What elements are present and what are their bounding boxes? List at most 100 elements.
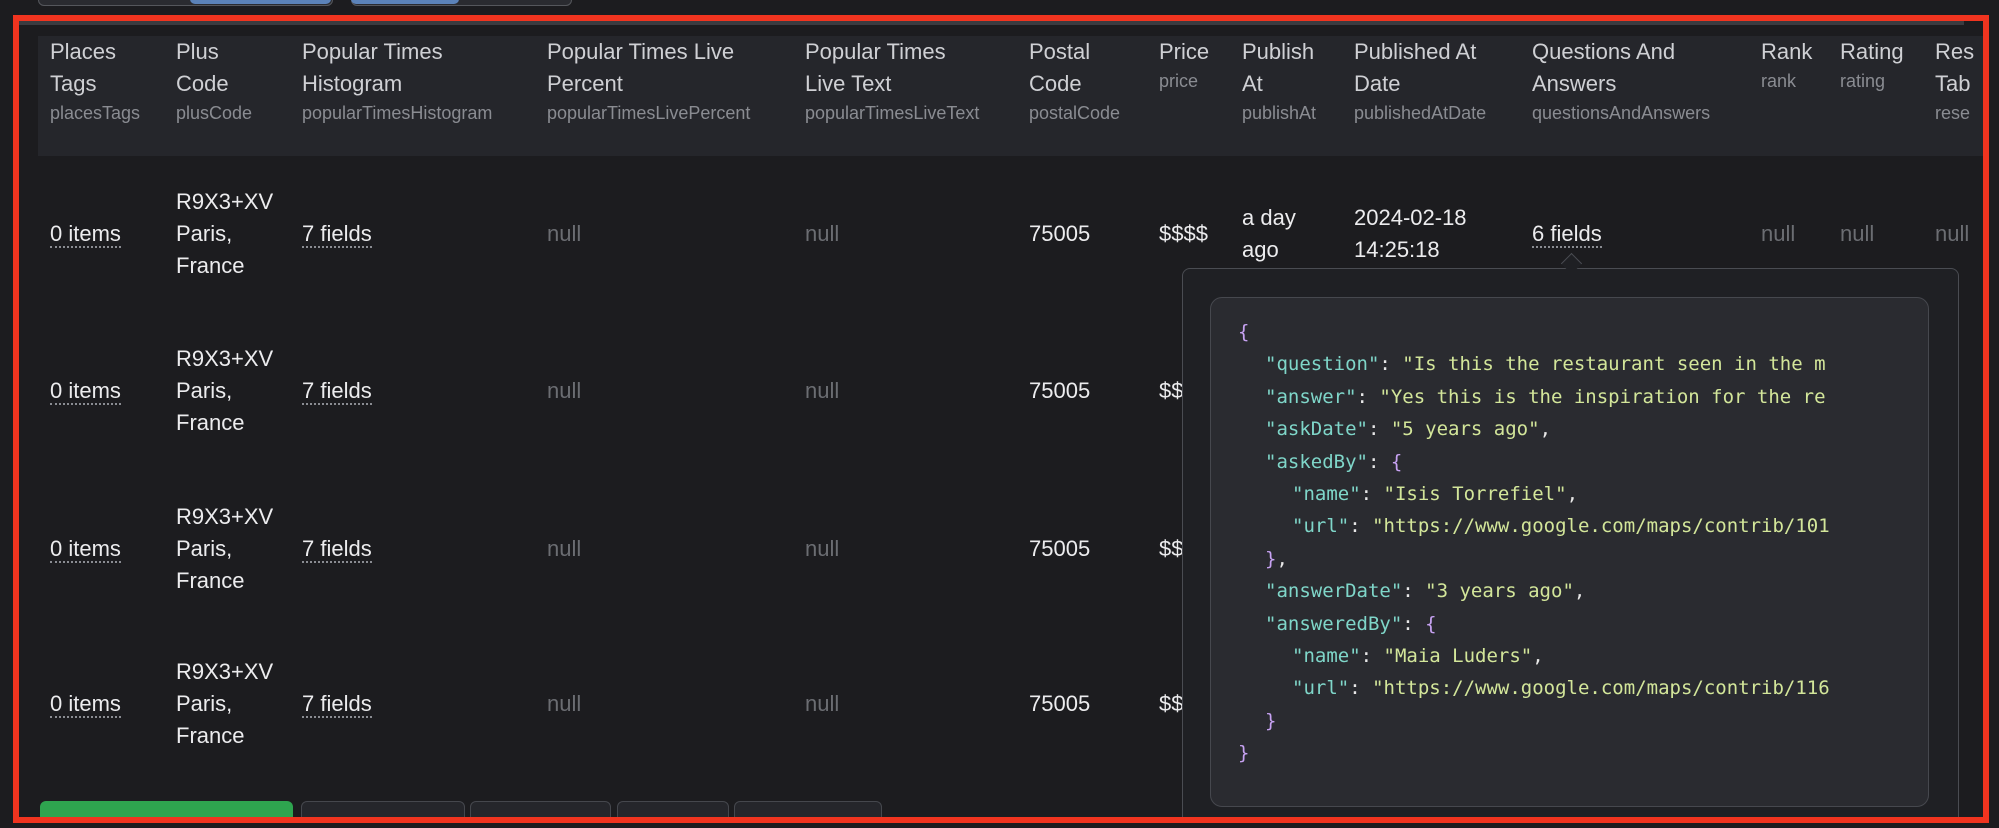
table-cell: 75005 (1029, 156, 1090, 312)
button[interactable] (470, 801, 611, 817)
table-cell: $$ (1159, 470, 1183, 627)
column-title: Tab (1935, 71, 1971, 96)
cell-line: France (176, 722, 245, 748)
table-cell[interactable]: 6 fields (1532, 156, 1602, 312)
cell-text: $$$$ (1159, 218, 1208, 250)
cell-value: 7 fields (302, 221, 372, 248)
table-cell[interactable]: 7 fields (302, 312, 372, 469)
button[interactable] (734, 801, 882, 817)
cell-value: null (1840, 221, 1875, 246)
cell-text: 75005 (1029, 688, 1090, 720)
button[interactable] (617, 801, 729, 817)
cell-value: null (547, 690, 582, 716)
cell-text: 0 items (50, 375, 121, 407)
code-token: : (1356, 385, 1380, 408)
table-cell[interactable]: 7 fields (302, 156, 372, 312)
cell-text: null (547, 218, 581, 250)
column-key: popularTimesLiveText (805, 103, 980, 123)
table-cell: null (547, 312, 581, 469)
cell-value: $$$$ (1159, 221, 1208, 246)
column-header: Popular Times Live Percent popularTimesLiv… (547, 36, 750, 126)
cell-text: $$ (1159, 688, 1183, 720)
cell-text: null (805, 688, 839, 720)
table-cell[interactable]: 0 items (50, 156, 121, 312)
cell-line: Paris, (176, 221, 233, 246)
code-token: "answerDate" (1265, 580, 1403, 603)
table-cell: null (547, 470, 581, 627)
tab-active[interactable] (190, 0, 331, 4)
table: Places Tags placesTags Plus Code plusCode Popu… (19, 21, 1983, 817)
code-token: : (1402, 580, 1426, 603)
code-token: "answer" (1265, 385, 1357, 408)
cell-text: 7 fields (302, 375, 372, 407)
code-token: : (1360, 483, 1384, 505)
code-token: { (1425, 612, 1437, 635)
cell-value: 0 items (50, 221, 121, 248)
column-title: Publish (1242, 39, 1315, 64)
cell-line: Paris, (176, 377, 233, 403)
cell-value: null (547, 377, 582, 403)
button[interactable] (301, 801, 465, 817)
code-line: "name": "Isis Torrefiel", (1292, 478, 1578, 510)
column-header: Published At Date publishedAtDate (1354, 36, 1486, 126)
cell-text: null (805, 218, 839, 250)
code-token: : (1349, 677, 1373, 700)
cell-line: France (176, 253, 245, 278)
button[interactable] (40, 801, 293, 817)
code-line: "askedBy": { (1265, 446, 1402, 478)
tab-active[interactable] (351, 0, 459, 4)
cell-value: null (805, 535, 840, 561)
column-title: Live Text (805, 71, 892, 96)
code-token: "Yes this is the inspiration for the re (1379, 385, 1826, 408)
cell-value: 6 fields (1532, 221, 1602, 248)
column-key: questionsAndAnswers (1532, 103, 1711, 123)
table-cell[interactable]: 0 items (50, 312, 121, 469)
table-cell: R9X3+XV Paris, France (176, 627, 273, 780)
cell-line: a day (1242, 205, 1296, 230)
code-token: "name" (1292, 483, 1361, 505)
code-token: } (1238, 742, 1250, 765)
cell-text: null (1840, 218, 1874, 250)
cell-value: 0 items (50, 377, 121, 405)
cell-text: null (805, 375, 839, 407)
table-cell[interactable]: 0 items (50, 470, 121, 627)
code-token: "askDate" (1265, 418, 1368, 441)
cell-value: 0 items (50, 690, 121, 718)
table-cell: null (547, 156, 581, 312)
cell-line: R9X3+XV (176, 345, 274, 371)
code-line: { (1238, 316, 1249, 348)
code-token: "name" (1292, 645, 1361, 667)
cell-text: null (547, 533, 581, 565)
table-cell[interactable]: 0 items (50, 627, 121, 780)
cell-text: 75005 (1029, 218, 1090, 250)
column-header: Res Tab rese (1935, 36, 1974, 126)
cell-value: 0 items (50, 535, 121, 563)
column-title: At (1242, 71, 1263, 96)
table-cell[interactable]: 7 fields (302, 627, 372, 780)
table-cell: null (547, 627, 581, 780)
cell-value: 75005 (1029, 377, 1091, 403)
row-divider (19, 22, 1964, 23)
cell-text: 7 fields (302, 218, 372, 250)
cell-value: $$ (1159, 690, 1184, 716)
cell-value: 7 fields (302, 377, 372, 405)
cell-line: France (176, 409, 245, 435)
code-line: "askDate": "5 years ago", (1265, 413, 1551, 445)
code-token: : (1379, 353, 1403, 376)
cell-line: R9X3+XV (176, 189, 274, 214)
table-cell: a day ago (1242, 156, 1296, 312)
column-header: Postal Code postalCode (1029, 36, 1120, 126)
column-header: Plus Code plusCode (176, 36, 252, 126)
code-line: "name": "Maia Luders", (1292, 640, 1544, 672)
code-token: , (1532, 645, 1544, 667)
table-cell: 75005 (1029, 627, 1090, 780)
column-title: Res (1935, 39, 1975, 64)
code-token: "answeredBy" (1265, 612, 1403, 635)
cell-value: 7 fields (302, 535, 372, 563)
table-cell[interactable]: 7 fields (302, 470, 372, 627)
cell-line: R9X3+XV (176, 503, 274, 529)
code-token: : (1360, 645, 1384, 667)
cell-value: null (805, 377, 840, 403)
column-title: Price (1159, 39, 1210, 64)
column-title: Postal (1029, 39, 1091, 64)
